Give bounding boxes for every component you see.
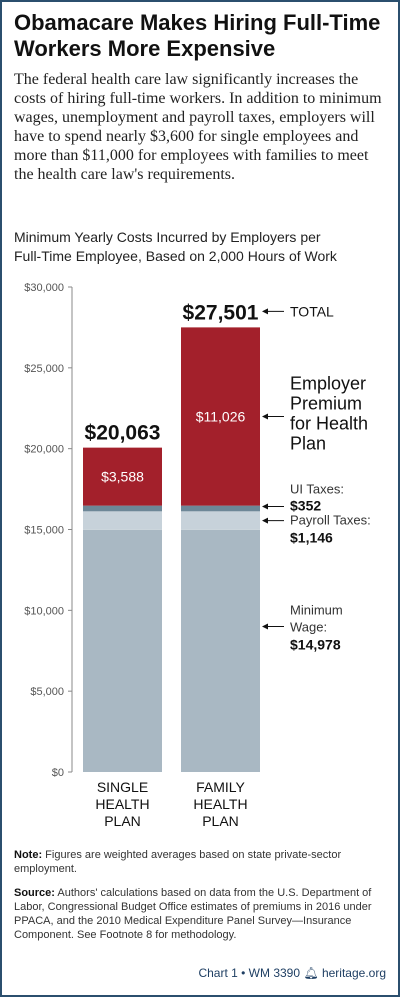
premium-annotation: Plan [290,434,326,454]
wage-arrow-head [262,623,268,630]
total-value-label: $20,063 [85,422,161,445]
chart-title: Minimum Yearly Costs Incurred by Employe… [14,228,390,266]
footer: Chart 1 • WM 3390 🔔︎ heritage.org [198,966,386,980]
bar-segment [83,511,162,530]
title-line-2: Workers More Expensive [14,36,276,61]
source-text: Authors' calculations based on data from… [14,887,372,941]
wage-value: $14,978 [290,637,341,653]
segment-value-label: $3,588 [101,469,144,485]
note-text: Figures are weighted averages based on s… [14,849,342,875]
wage-label: Minimum [290,603,343,618]
category-label: HEALTH [193,796,247,812]
y-tick-label: $20,000 [24,444,64,456]
intro-text: The federal health care law significantl… [14,71,382,183]
source-label: Source: [14,887,55,899]
y-tick-label: $10,000 [24,605,64,617]
segment-value-label: $11,026 [196,409,246,425]
ui-arrow-head [262,503,268,510]
y-tick-label: $15,000 [24,525,64,537]
bar-segment [181,511,260,530]
premium-annotation: for Health [290,414,368,434]
premium-arrow-head [262,413,268,420]
bar-segment [181,327,260,506]
y-tick-label: $5,000 [30,686,64,698]
category-label: FAMILY [196,779,245,795]
note: Note: Figures are weighted averages base… [14,848,388,876]
bar-segment [83,529,162,772]
y-tick-label: $25,000 [24,363,64,375]
bell-icon: 🔔︎ [303,966,319,980]
source: Source: Authors' calculations based on d… [14,886,388,942]
bar-segment [181,505,260,512]
bar-segment [83,505,162,512]
payroll-taxes-value: $1,146 [290,530,333,546]
notes-block: Note: Figures are weighted averages base… [14,848,388,952]
category-label: SINGLE [97,779,148,795]
premium-annotation: Employer [290,374,366,394]
premium-annotation: Premium [290,394,362,414]
total-arrow-head [262,308,268,315]
category-label: PLAN [104,813,141,829]
total-annotation: TOTAL [290,303,334,319]
payroll-arrow-head [262,517,268,524]
page-title: Obamacare Makes Hiring Full-Time Workers… [14,10,386,62]
category-label: HEALTH [95,796,149,812]
chart-title-line-2: Full-Time Employee, Based on 2,000 Hours… [14,248,337,264]
stacked-bar-chart: $0 $5,000 $10,000 $15,000 $20,000 $25,000 $30,… [24,282,371,829]
ui-taxes-value: $352 [290,497,321,513]
y-tick-label: $30,000 [24,282,64,294]
bar-segment [83,447,162,506]
y-tick-label: $0 [52,767,64,779]
wage-label: Wage: [290,620,327,635]
chart-title-line-1: Minimum Yearly Costs Incurred by Employe… [14,229,321,245]
title-line-1: Obamacare Makes Hiring Full-Time [14,10,381,35]
bar-segment [181,529,260,772]
payroll-taxes-label: Payroll Taxes: [290,513,371,528]
total-value-label: $27,501 [183,301,259,324]
ui-taxes-label: UI Taxes: [290,481,344,496]
site-link[interactable]: heritage.org [321,966,386,980]
category-label: PLAN [202,813,239,829]
chart-reference: Chart 1 • WM 3390 [198,966,301,980]
note-label: Note: [14,849,43,861]
